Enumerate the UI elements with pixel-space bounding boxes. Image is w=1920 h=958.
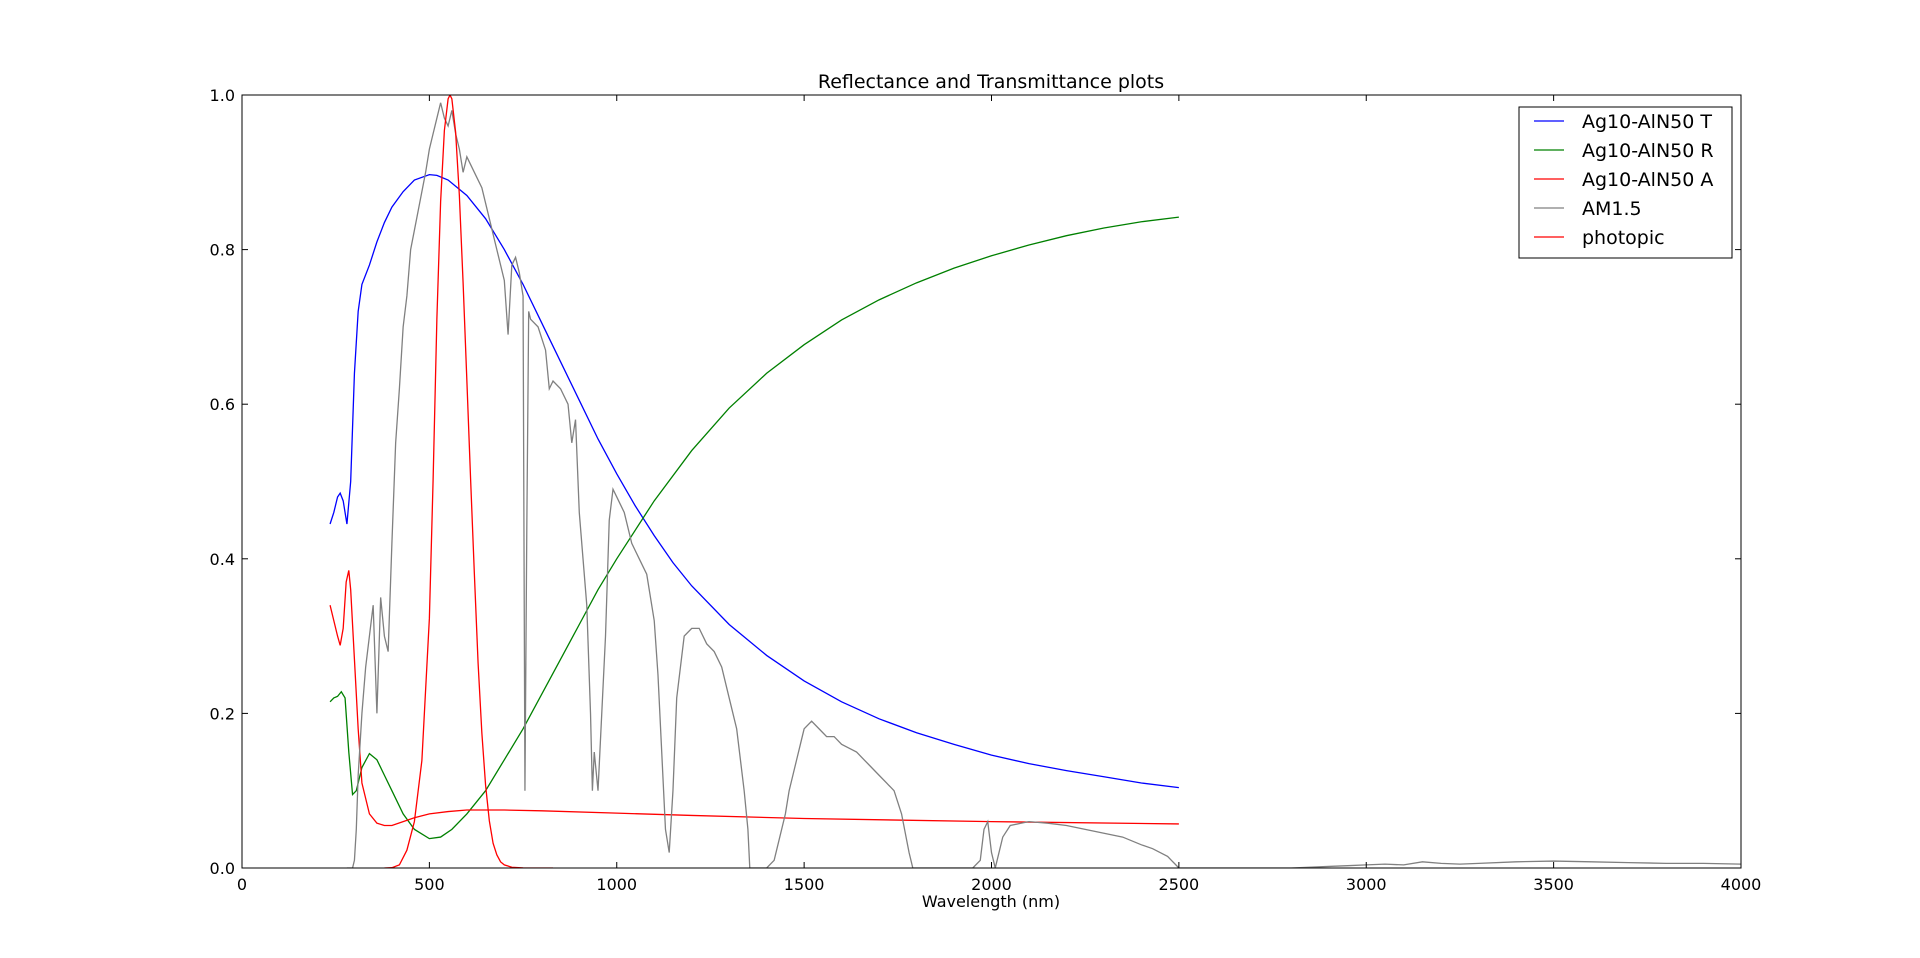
x-tick-label: 500 — [414, 875, 445, 894]
x-tick-label: 4000 — [1721, 875, 1762, 894]
x-tick-label: 1000 — [596, 875, 637, 894]
chart-title: Reflectance and Transmittance plots — [818, 71, 1164, 93]
series-line-4 — [384, 95, 554, 868]
legend-label-3: AM1.5 — [1582, 198, 1642, 220]
y-tick-label: 0.4 — [210, 550, 235, 569]
legend: Ag10-AlN50 T Ag10-AlN50 R Ag10-AlN50 A AM1.… — [1518, 106, 1733, 259]
legend-label-1: Ag10-AlN50 R — [1582, 140, 1714, 162]
series-line-0 — [329, 173, 1179, 789]
x-tick-label: 3000 — [1346, 875, 1387, 894]
y-tick-label: 0.6 — [210, 395, 235, 414]
series-line-2 — [329, 570, 1179, 827]
x-tick-label: 2500 — [1159, 875, 1200, 894]
ticks-layer: 0 500 1000 1500 2000 2500 3000 3500 4000 0.0 0.2 0.… — [210, 86, 1762, 894]
x-tick-label: 1500 — [784, 875, 825, 894]
x-tick-label: 3500 — [1533, 875, 1574, 894]
y-tick-label: 0.2 — [210, 704, 235, 723]
y-tick-label: 0.0 — [210, 859, 235, 878]
series-line-3 — [346, 102, 1741, 868]
plot-frame — [241, 94, 1742, 869]
y-tick-label: 0.8 — [210, 241, 235, 260]
legend-label-2: Ag10-AlN50 A — [1582, 169, 1713, 191]
y-tick-label: 1.0 — [210, 86, 235, 105]
legend-label-4: photopic — [1582, 227, 1665, 249]
x-axis-label: Wavelength (nm) — [922, 892, 1060, 911]
series-layer — [329, 95, 1741, 868]
legend-label-0: Ag10-AlN50 T — [1582, 111, 1712, 133]
x-tick-label: 0 — [237, 875, 247, 894]
series-line-1 — [329, 216, 1179, 840]
legend-box — [1518, 106, 1733, 259]
x-tick-label: 2000 — [971, 875, 1012, 894]
